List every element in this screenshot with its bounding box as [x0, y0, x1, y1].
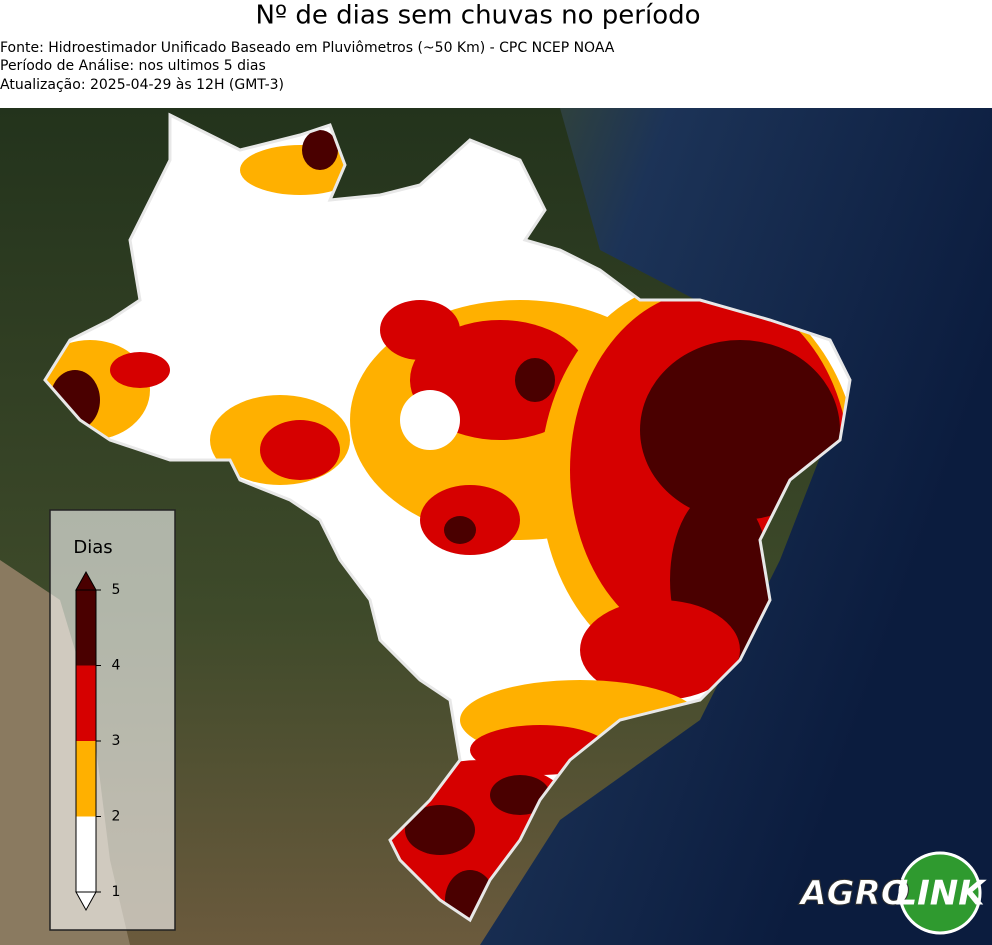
colorbar-segment	[76, 665, 96, 741]
colorbar-tick-label: 2	[112, 809, 121, 825]
colorbar-tick-label: 3	[112, 733, 121, 749]
period-line: Período de Análise: nos ultimos 5 dias	[0, 58, 266, 74]
colorbar-segment	[76, 816, 96, 892]
legend-box	[49, 509, 176, 931]
logo-left: AGRO	[797, 874, 909, 914]
colorbar-tick-label: 5	[112, 582, 121, 598]
legend: Dias 1 2 3 4 5	[49, 509, 176, 931]
map	[0, 108, 992, 945]
title: Nº de dias sem chuvas no período	[255, 1, 700, 31]
update-line: Atualização: 2025-04-29 às 12H (GMT-3)	[0, 77, 284, 93]
colorbar-segment	[76, 590, 96, 666]
colorbar-tick-label: 1	[112, 884, 121, 900]
logo-right: LINK	[895, 874, 987, 914]
legend-title: Dias	[73, 537, 112, 558]
logo-circle	[898, 851, 982, 935]
logo: AGRO LINK	[797, 851, 987, 935]
colorbar-segment	[76, 741, 96, 817]
source-line: Fonte: Hidroestimador Unificado Baseado …	[0, 40, 615, 56]
colorbar-tick-label: 4	[112, 658, 121, 674]
